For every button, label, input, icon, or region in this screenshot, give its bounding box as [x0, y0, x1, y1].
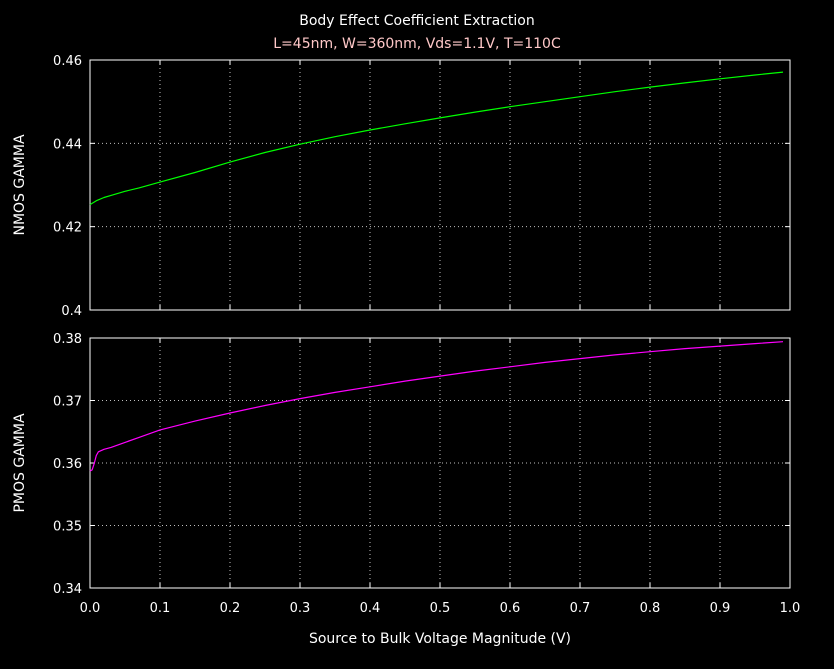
y-tick-label: 0.34	[53, 582, 82, 597]
y-tick-label: 0.37	[53, 395, 82, 410]
nmos-gamma-line	[89, 71, 784, 206]
x-tick-label: 0.2	[220, 601, 241, 616]
x-tick-label: 0.1	[150, 601, 171, 616]
x-tick-label: 0.0	[80, 601, 101, 616]
x-axis-label: Source to Bulk Voltage Magnitude (V)	[309, 631, 571, 647]
x-tick-label: 0.8	[640, 601, 661, 616]
x-tick-label: 1.0	[780, 601, 801, 616]
y-tick-label: 0.46	[53, 54, 82, 69]
x-tick-label: 0.3	[290, 601, 311, 616]
chart-panel-nmos: 0.4 0.42 0.44 0.46 NMOS GAMMA	[12, 54, 791, 319]
y-axis-label: PMOS GAMMA	[12, 413, 28, 512]
chart-title: Body Effect Coefficient Extraction	[299, 13, 535, 29]
x-tick-label: 0.4	[360, 601, 381, 616]
y-tick-label: 0.36	[53, 457, 82, 472]
y-tick-label: 0.4	[61, 304, 82, 319]
y-tick-label: 0.38	[53, 332, 82, 347]
x-tick-label: 0.5	[430, 601, 451, 616]
chart-panel-pmos: 0.34 0.35 0.36 0.37 0.38 0.0 0.1 0.2 0.3 0.4 0.5 0.…	[12, 332, 800, 616]
y-tick-label: 0.42	[53, 221, 82, 236]
x-tick-label: 0.6	[500, 601, 521, 616]
x-tick-label: 0.9	[710, 601, 731, 616]
y-axis-label: NMOS GAMMA	[12, 134, 28, 235]
x-tick-label: 0.7	[570, 601, 591, 616]
y-tick-label: 0.35	[53, 520, 82, 535]
y-tick-label: 0.44	[53, 137, 82, 152]
chart-subtitle: L=45nm, W=360nm, Vds=1.1V, T=110C	[273, 36, 561, 52]
pmos-gamma-line	[89, 341, 784, 472]
